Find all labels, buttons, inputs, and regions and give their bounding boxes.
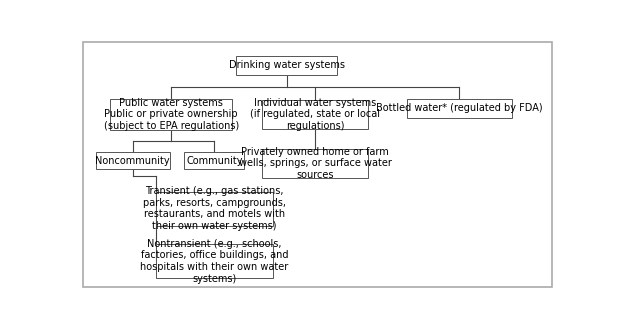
FancyBboxPatch shape (83, 42, 552, 287)
Text: Community: Community (186, 156, 242, 166)
Text: Noncommunity: Noncommunity (95, 156, 170, 166)
Text: Nontransient (e.g., schools,
factories, office buildings, and
hospitals with the: Nontransient (e.g., schools, factories, … (140, 239, 288, 284)
Text: Individual water systems
(if regulated, state or local
regulations): Individual water systems (if regulated, … (250, 98, 380, 131)
FancyBboxPatch shape (407, 99, 512, 118)
Text: Privately owned home or farm
wells, springs, or surface water
sources: Privately owned home or farm wells, spri… (239, 147, 392, 180)
FancyBboxPatch shape (184, 152, 244, 170)
FancyBboxPatch shape (95, 152, 170, 170)
Text: Bottled water* (regulated by FDA): Bottled water* (regulated by FDA) (376, 103, 543, 113)
Text: Transient (e.g., gas stations,
parks, resorts, campgrounds,
restaurants, and mot: Transient (e.g., gas stations, parks, re… (143, 186, 286, 231)
FancyBboxPatch shape (156, 244, 273, 278)
FancyBboxPatch shape (110, 99, 232, 130)
FancyBboxPatch shape (262, 149, 368, 178)
FancyBboxPatch shape (236, 56, 337, 75)
Text: Public water systems
Public or private ownership
(subject to EPA regulations): Public water systems Public or private o… (104, 98, 239, 131)
FancyBboxPatch shape (156, 192, 273, 226)
Text: Drinking water systems: Drinking water systems (229, 61, 345, 70)
FancyBboxPatch shape (262, 100, 368, 129)
